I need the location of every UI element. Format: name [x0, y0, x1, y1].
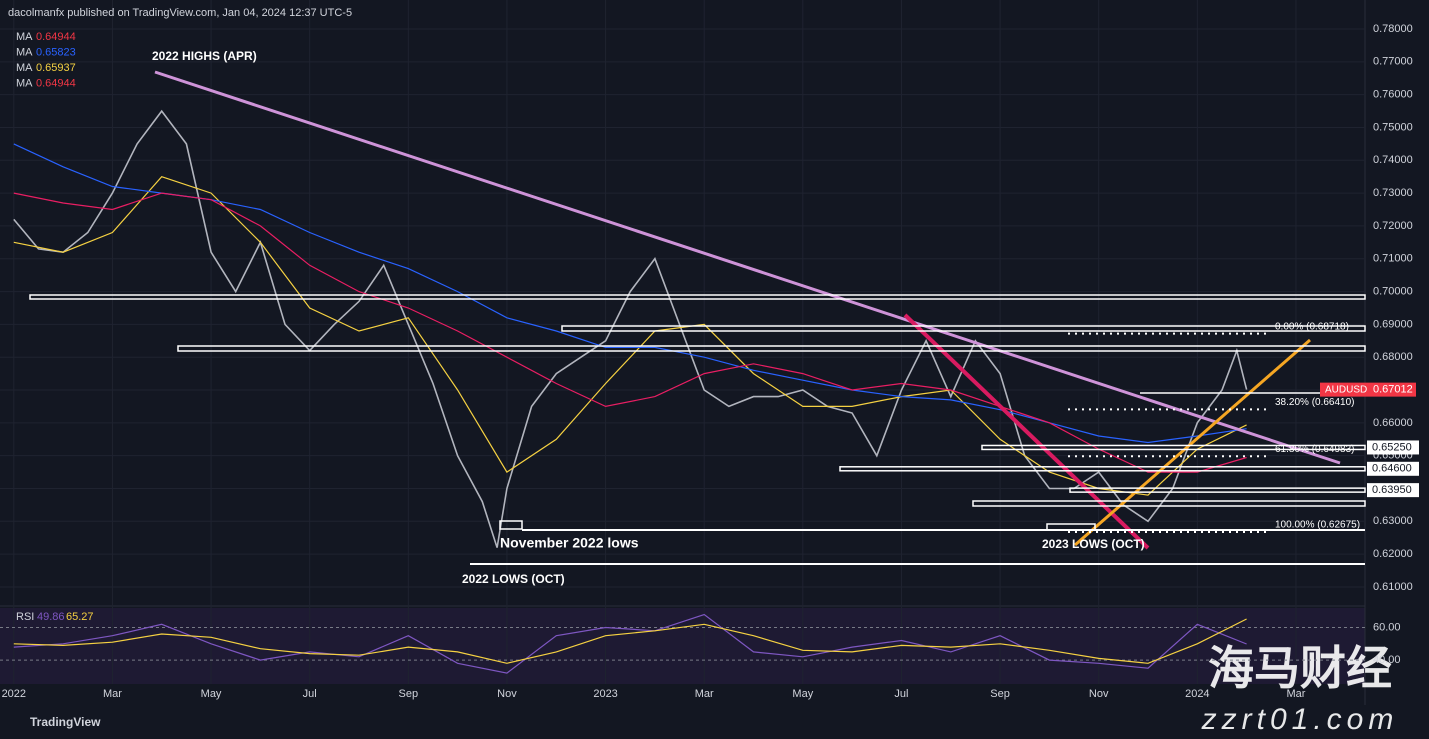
- level-label: 0.64600: [1372, 463, 1412, 475]
- level-box: [177, 345, 1366, 352]
- rsi-value: 65.27: [66, 611, 94, 623]
- y-tick-label: 0.73000: [1373, 187, 1413, 199]
- level-label: 0.63950: [1372, 484, 1412, 496]
- header: dacolmanfx published on TradingView.com,…: [8, 7, 352, 19]
- trendline: [154, 70, 1341, 465]
- legend-value: 0.64944: [36, 77, 76, 89]
- rsi-panel: [0, 608, 1365, 684]
- footer: TradingView: [30, 715, 101, 729]
- level-box: [499, 520, 523, 530]
- trendline: [1074, 338, 1311, 547]
- x-tick-label: Sep: [399, 688, 419, 700]
- level-box: [839, 466, 1366, 472]
- legend-name: MA: [16, 46, 33, 58]
- level-label: 0.65250: [1372, 441, 1412, 453]
- legend-name: MA: [16, 62, 33, 74]
- legend-name: MA: [16, 77, 33, 89]
- x-tick-label: Mar: [1286, 688, 1305, 700]
- y-tick-label: 0.63000: [1373, 515, 1413, 527]
- y-tick-label: 0.61000: [1373, 581, 1413, 593]
- price-line: [13, 109, 1248, 548]
- y-tick-label: 0.70000: [1373, 285, 1413, 297]
- x-tick-label: Nov: [497, 688, 517, 700]
- y-tick-label: 0.71000: [1373, 253, 1413, 265]
- y-tick-label: 0.62000: [1373, 548, 1413, 560]
- x-tick-label: 2024: [1185, 688, 1209, 700]
- x-tick-label: 2023: [593, 688, 617, 700]
- rsi-tick-label: 60.00: [1373, 621, 1401, 633]
- fib-label: 100.00% (0.62675): [1275, 520, 1360, 531]
- x-tick-label: May: [201, 688, 222, 700]
- moving-average: [13, 192, 1247, 473]
- x-tick-label: Nov: [1089, 688, 1109, 700]
- fib-label: 38.20% (0.66410): [1275, 397, 1355, 408]
- annotation: 2023 LOWS (OCT): [1042, 537, 1145, 551]
- rsi-name: RSI: [16, 611, 34, 623]
- watermark: 海马财经: [1208, 642, 1392, 694]
- fib-label: 0.00% (0.68718): [1275, 321, 1349, 332]
- y-tick-label: 0.68000: [1373, 351, 1413, 363]
- level-box: [561, 325, 1366, 332]
- y-tick-label: 0.66000: [1373, 417, 1413, 429]
- y-tick-label: 0.76000: [1373, 89, 1413, 101]
- price-tag: [1320, 382, 1416, 397]
- rsi-ma: [13, 618, 1247, 664]
- level-box: [29, 294, 1366, 300]
- annotation: 2022 LOWS (OCT): [462, 572, 565, 586]
- legend-value: 0.64944: [36, 31, 76, 43]
- level-tag: [1367, 483, 1419, 498]
- x-tick-label: 2022: [2, 688, 26, 700]
- level-box: [972, 500, 1366, 507]
- price-tag-value: 0.67012: [1373, 384, 1413, 396]
- y-tick-label: 0.72000: [1373, 220, 1413, 232]
- legend-name: MA: [16, 31, 33, 43]
- x-tick-label: Sep: [990, 688, 1010, 700]
- y-tick-label: 0.75000: [1373, 121, 1413, 133]
- rsi-value: 49.86: [37, 611, 65, 623]
- trendline: [903, 313, 1150, 550]
- x-tick-label: Jul: [303, 688, 317, 700]
- level-box: [1069, 487, 1366, 493]
- x-tick-label: Mar: [103, 688, 122, 700]
- level-tag: [1367, 440, 1419, 455]
- y-tick-label: 0.69000: [1373, 318, 1413, 330]
- legend-value: 0.65937: [36, 62, 76, 74]
- watermark: zzrt01.com: [1201, 703, 1399, 736]
- x-tick-label: May: [792, 688, 813, 700]
- annotation: November 2022 lows: [500, 535, 639, 551]
- level-tag: [1367, 461, 1419, 476]
- y-tick-label: 0.77000: [1373, 56, 1413, 68]
- x-tick-label: Jul: [894, 688, 908, 700]
- x-tick-label: Mar: [695, 688, 714, 700]
- price-tag-name: AUDUSD: [1325, 384, 1367, 395]
- y-tick-label: 0.74000: [1373, 154, 1413, 166]
- rsi-tick-label: 40.00: [1373, 654, 1401, 666]
- rsi-line: [13, 613, 1247, 674]
- legend-value: 0.65823: [36, 46, 76, 58]
- grid: [0, 0, 1365, 684]
- y-tick-label: 0.78000: [1373, 23, 1413, 35]
- fib-label: 61.80% (0.64983): [1275, 444, 1355, 455]
- level-box: [981, 444, 1366, 451]
- annotation: 2022 HIGHS (APR): [152, 49, 257, 63]
